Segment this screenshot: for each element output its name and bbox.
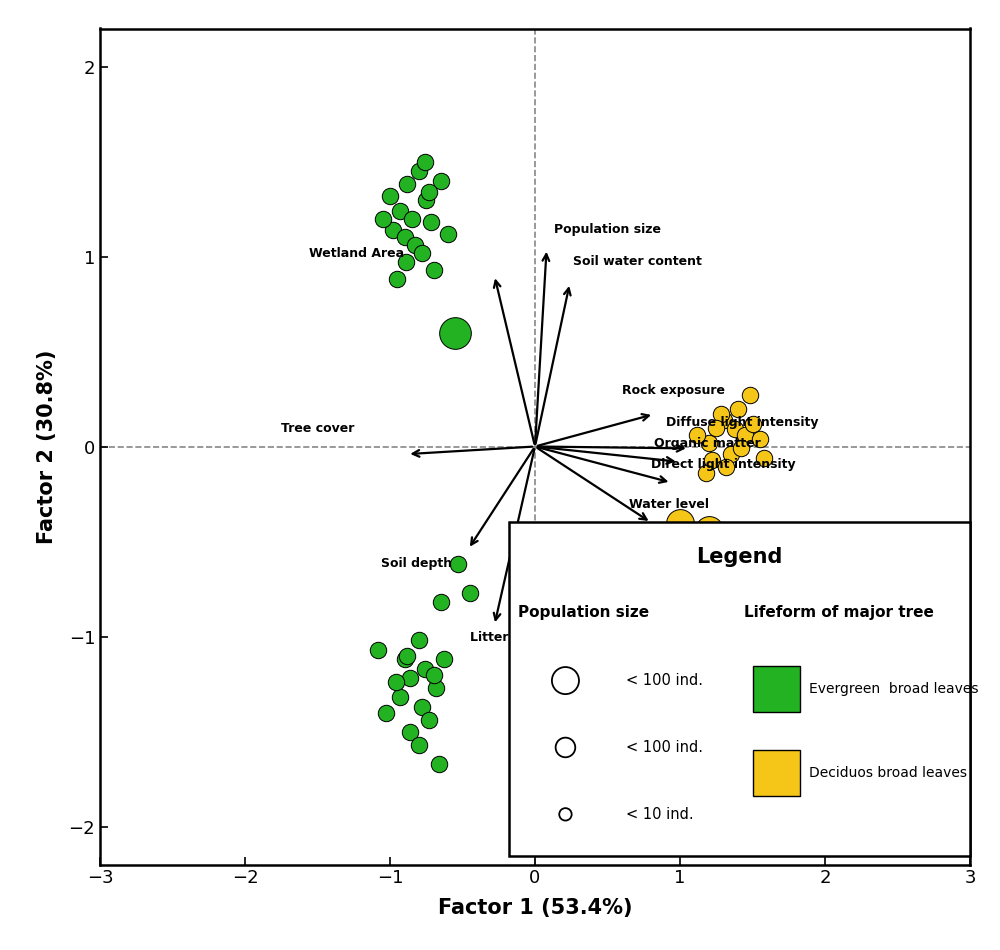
Point: [447, 325, 463, 340]
Point: [418, 192, 434, 207]
Text: < 100 ind.: < 100 ind.: [626, 740, 703, 755]
Point: [411, 737, 427, 752]
Point: [389, 272, 405, 287]
Point: [404, 211, 420, 226]
Point: [414, 699, 430, 714]
Point: [385, 222, 401, 238]
Point: [727, 422, 743, 437]
Point: [398, 255, 414, 270]
Text: Rock exposure: Rock exposure: [622, 384, 725, 397]
Point: [701, 435, 717, 450]
Text: Tree cover: Tree cover: [281, 422, 354, 435]
Point: [730, 401, 746, 416]
Point: [388, 674, 404, 690]
Point: [433, 173, 449, 188]
Point: [704, 452, 720, 467]
Point: [557, 740, 573, 755]
Point: [426, 667, 442, 682]
Point: [396, 652, 413, 667]
Point: [742, 388, 758, 403]
Point: [557, 807, 573, 822]
Text: < 100 ind.: < 100 ind.: [626, 674, 703, 688]
Point: [723, 446, 739, 462]
Y-axis label: Factor 2 (30.8%): Factor 2 (30.8%): [37, 350, 57, 543]
Point: [752, 431, 768, 446]
Point: [402, 671, 418, 686]
Text: Evergreen  broad leaves: Evergreen broad leaves: [809, 682, 979, 696]
Text: Direct light intensity: Direct light intensity: [651, 458, 796, 471]
Point: [733, 441, 749, 456]
Point: [417, 661, 433, 676]
Point: [382, 188, 398, 203]
Point: [378, 705, 394, 720]
Text: Organic matter: Organic matter: [654, 437, 761, 450]
Text: < 10 ind.: < 10 ind.: [626, 807, 694, 822]
Point: [716, 412, 732, 428]
Point: [708, 420, 724, 435]
Point: [399, 177, 415, 192]
Text: Litter layer: Litter layer: [470, 631, 548, 644]
Text: Soil water content: Soil water content: [573, 255, 702, 268]
Point: [399, 648, 415, 663]
Point: [402, 724, 418, 739]
Point: [411, 633, 427, 648]
Text: Water level: Water level: [629, 498, 709, 511]
Point: [436, 652, 452, 667]
Point: [421, 712, 437, 728]
Text: Deciduos broad leaves: Deciduos broad leaves: [809, 766, 967, 780]
Point: [431, 756, 447, 771]
Text: Legend: Legend: [696, 547, 783, 567]
Point: [392, 690, 408, 705]
Point: [698, 466, 714, 481]
Text: Population size: Population size: [554, 222, 661, 236]
Point: [462, 585, 478, 600]
X-axis label: Factor 1 (53.4%): Factor 1 (53.4%): [438, 899, 632, 919]
Point: [426, 262, 442, 277]
Point: [744, 416, 761, 431]
Point: [370, 642, 386, 657]
Point: [713, 407, 729, 422]
Point: [718, 460, 734, 475]
Point: [411, 163, 427, 179]
Point: [414, 245, 430, 260]
Bar: [509, 522, 970, 856]
Point: [392, 203, 408, 218]
Point: [423, 215, 439, 230]
Point: [375, 211, 391, 226]
Point: [421, 184, 437, 200]
Point: [701, 522, 717, 538]
Point: [557, 673, 573, 688]
Point: [689, 428, 705, 443]
Point: [672, 515, 688, 530]
Point: [440, 226, 456, 241]
Text: Soil depth: Soil depth: [381, 557, 452, 570]
Point: [428, 680, 444, 695]
Bar: [753, 750, 800, 795]
Point: [407, 238, 423, 253]
Point: [417, 154, 433, 169]
Text: Population size: Population size: [518, 605, 649, 620]
Point: [450, 557, 466, 572]
Text: Lifeform of major tree: Lifeform of major tree: [744, 605, 934, 620]
Point: [756, 450, 772, 465]
Bar: [753, 666, 800, 712]
Point: [396, 230, 413, 245]
Text: Wetland Area: Wetland Area: [309, 247, 404, 260]
Point: [433, 595, 449, 610]
Point: [824, 534, 840, 549]
Text: Diffuse light intensity: Diffuse light intensity: [666, 416, 818, 429]
Point: [737, 428, 753, 443]
